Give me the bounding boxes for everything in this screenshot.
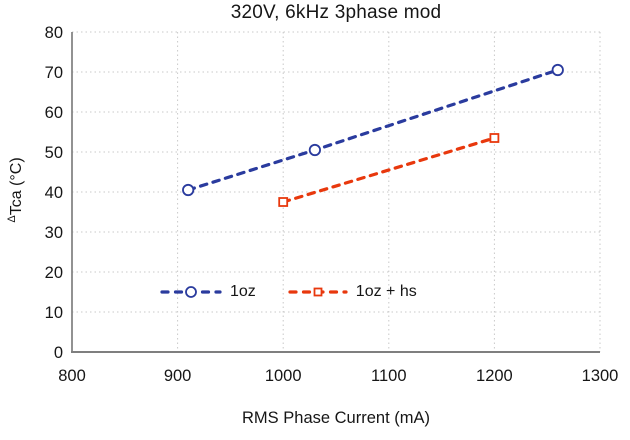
data-point-circle	[182, 183, 195, 197]
legend-marker-square	[313, 287, 323, 297]
data-point-square	[489, 133, 500, 143]
y-tick-label: 30	[45, 224, 63, 242]
legend-marker-circle	[185, 286, 197, 298]
legend-item-1oz-hs: 1oz + hs	[288, 283, 417, 301]
y-tick-label: 70	[45, 64, 63, 82]
data-point-circle	[308, 143, 321, 157]
y-tick-label: 80	[45, 24, 63, 42]
series-line-1oz-hs	[281, 136, 496, 204]
y-tick-label: 20	[45, 264, 63, 282]
y-tick-label: 0	[54, 344, 63, 362]
y-tick-label: 60	[45, 104, 63, 122]
y-tick-label: 50	[45, 144, 63, 162]
legend: 1oz 1oz + hs	[160, 283, 417, 301]
x-axis-label: RMS Phase Current (mA)	[242, 409, 430, 427]
x-tick-label: 1300	[582, 367, 619, 385]
y-tick-label: 10	[45, 304, 63, 322]
legend-sample-line-icon	[288, 287, 348, 297]
legend-label: 1oz	[230, 283, 256, 300]
x-tick-label: 1100	[371, 367, 406, 385]
chart-title: 320V, 6kHz 3phase mod	[230, 2, 442, 23]
x-tick-label: 1200	[476, 367, 513, 385]
legend-sample-line-icon	[160, 286, 222, 298]
data-point-square	[278, 197, 289, 207]
x-tick-label: 900	[164, 367, 192, 385]
y-tick-label: 40	[45, 184, 63, 202]
legend-label: 1oz + hs	[355, 283, 417, 300]
legend-item-1oz: 1oz	[160, 283, 256, 301]
x-tick-label: 1000	[265, 367, 302, 385]
series-line-1oz	[186, 68, 560, 192]
x-tick-label: 800	[58, 367, 86, 385]
data-point-circle	[551, 63, 564, 77]
